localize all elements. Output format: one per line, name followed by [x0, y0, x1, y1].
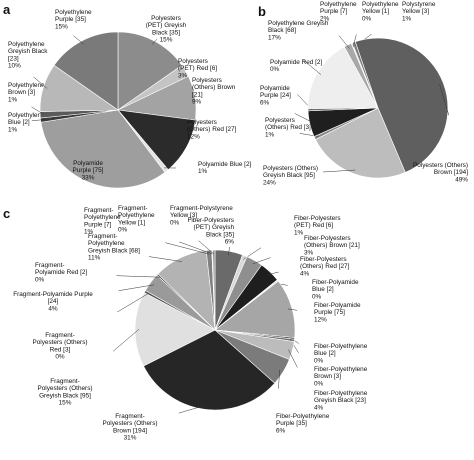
leader-line-c-14: [116, 275, 161, 278]
leader-line-c-15: [148, 256, 182, 262]
pie-slice-b-1: [354, 37, 449, 173]
leader-line-c-8: [288, 349, 298, 368]
leader-line-c-2: [252, 257, 271, 265]
slice-label-c-6: Fiber-Polyethylene Blue [2] 0%: [314, 343, 368, 364]
pie-slice-b-2: [315, 107, 406, 179]
leader-line-c-10: [178, 405, 206, 414]
leader-line-c-17: [179, 241, 213, 255]
slice-label-c-16: Fragment-Polyethylene Purple [7] 1%: [84, 207, 121, 236]
pie-chart-c: Fiber-Polyesters (PET) Greyish Black [35] 6…: [13, 205, 368, 442]
pie-slice-b-6: [307, 46, 379, 109]
leader-line-b-1: [439, 84, 450, 116]
slice-label-a-9: Polyethylene Purple [35] 15%: [55, 9, 92, 30]
slice-label-b-8: Polyethylene Yellow [1] 0%: [362, 1, 399, 22]
leader-line-c-0: [228, 246, 230, 256]
pie-chart-a: Polyesters (PET) Greyish Black [35] 15% Poly…: [8, 9, 252, 189]
leader-line-a-9: [73, 35, 84, 45]
slice-label-c-11: Fragment-Polyesters (Others) Greyish Blac…: [37, 378, 92, 407]
leader-line-c-5: [287, 308, 298, 311]
slice-label-a-5: Polyamide Purple [75] 33%: [73, 160, 104, 181]
slice-label-c-10: Fragment-Polyesters (Others) Brown [194] 3…: [102, 413, 157, 442]
leader-line-c-12: [117, 293, 149, 313]
pie-slice-a-0: [117, 31, 183, 111]
slice-label-a-7: Polyethylene Brown [3] 1%: [8, 82, 45, 103]
slice-label-b-5: Polyamide Red [2] 0%: [270, 59, 322, 73]
leader-line-c-3: [267, 271, 279, 276]
pie-slice-b-8: [350, 42, 379, 109]
slice-label-b-3: Polyesters (Others) Red [3] 1%: [265, 117, 311, 138]
slice-label-b-0: Polystyrene Yellow [3] 1%: [402, 1, 436, 22]
slice-label-a-6: Polyethylene Blue [2] 1%: [8, 112, 45, 133]
leader-line-c-11: [112, 329, 140, 352]
slice-label-b-6: Polyethylene Greyish Black [68] 17%: [268, 20, 329, 41]
panel-letter-a: a: [3, 2, 11, 17]
leader-line-b-6: [302, 59, 322, 75]
pie-slice-a-9: [53, 31, 119, 111]
leader-line-c-13: [118, 284, 154, 291]
leader-line-b-8: [352, 34, 357, 47]
slice-label-c-17: Fragment-Polyethylene Yellow [1] 0%: [118, 205, 155, 234]
pie-slice-c-10: [143, 329, 276, 411]
leader-line-c-18: [198, 240, 215, 255]
slice-label-b-2: Polyesters (Others) Greyish Black [95] 24%: [263, 165, 318, 186]
slice-label-c-7: Fiber-Polyethylene Brown [3] 0%: [314, 366, 368, 387]
leader-line-b-7: [338, 35, 350, 49]
pie-slice-c-11: [134, 292, 216, 367]
slice-label-c-0: Fiber-Polyesters (PET) Greyish Black [35] 6…: [187, 217, 234, 246]
slice-label-c-8: Fiber-Polyethylene Greyish Black [23] 4%: [314, 390, 368, 411]
leader-line-a-0: [152, 38, 158, 45]
pie-chart-b: Polystyrene Yellow [3] 1% Polyesters (Other…: [260, 1, 468, 186]
leader-line-c-16: [165, 242, 210, 255]
slice-label-a-2: Polyesters (Others) Brown [21] 9%: [192, 77, 236, 106]
slice-label-a-1: Polyesters (PET) Red [6] 3%: [178, 58, 217, 79]
slice-label-c-14: Fragment-Polyamide Red [2] 0%: [35, 262, 87, 283]
slice-label-a-0: Polyesters (PET) Greyish Black [35] 15%: [146, 15, 187, 44]
pie-slice-c-18: [212, 249, 216, 331]
pie-slice-a-5: [40, 109, 166, 189]
slice-label-c-5: Fiber-Polyamide Purple [75] 12%: [314, 302, 361, 323]
slice-label-a-3: Polyesters (Others) Red [27] 12%: [187, 119, 237, 140]
slice-label-c-18: Fragment-Polystyrene Yellow [3] 0%: [170, 205, 233, 226]
panel-letter-c: c: [3, 206, 10, 221]
slice-label-c-3: Fiber-Polyesters (Others) Red [27] 4%: [300, 256, 350, 277]
slice-label-b-4: Polyamide Purple [24] 6%: [260, 85, 291, 106]
slice-label-c-2: Fiber-Polyesters (Others) Brown [21] 3%: [304, 235, 360, 256]
slice-label-c-15: Fragment-Polyethylene Greyish Black [68] 1…: [88, 233, 140, 262]
leader-line-a-6: [31, 119, 45, 121]
pie-slice-c-5: [214, 280, 296, 338]
panel-letter-b: b: [258, 4, 266, 19]
slice-label-b-7: Polyethylene Purple [7] 2%: [320, 1, 357, 22]
slice-label-c-1: Fiber-Polyesters (PET) Red [6] 1%: [294, 215, 341, 236]
slice-label-c-4: Fiber-Polyamide Blue [2] 0%: [312, 279, 359, 300]
slice-label-a-4: Polyamide Blue [2] 1%: [198, 161, 252, 175]
leader-line-c-1: [243, 247, 262, 260]
slice-label-c-9: Fiber-Polyethylene Purple [35] 6%: [276, 413, 330, 434]
slice-label-a-8: Polyethylene Greyish Black [23] 10%: [8, 41, 48, 70]
leader-line-a-7: [31, 106, 45, 115]
leader-line-a-8: [33, 76, 48, 89]
slice-label-c-13: Fragment-Polyamide Purple [24] 4%: [13, 291, 93, 312]
leader-line-c-9: [278, 369, 280, 389]
slice-label-b-1: Polyesters (Others) Brown [194] 49%: [413, 162, 468, 183]
slice-label-c-12: Fragment-Polyesters (Others) Red [3] 0%: [32, 332, 87, 361]
leader-line-b-2: [322, 169, 356, 173]
leader-line-b-4: [294, 113, 314, 124]
leader-line-a-3: [182, 139, 185, 146]
